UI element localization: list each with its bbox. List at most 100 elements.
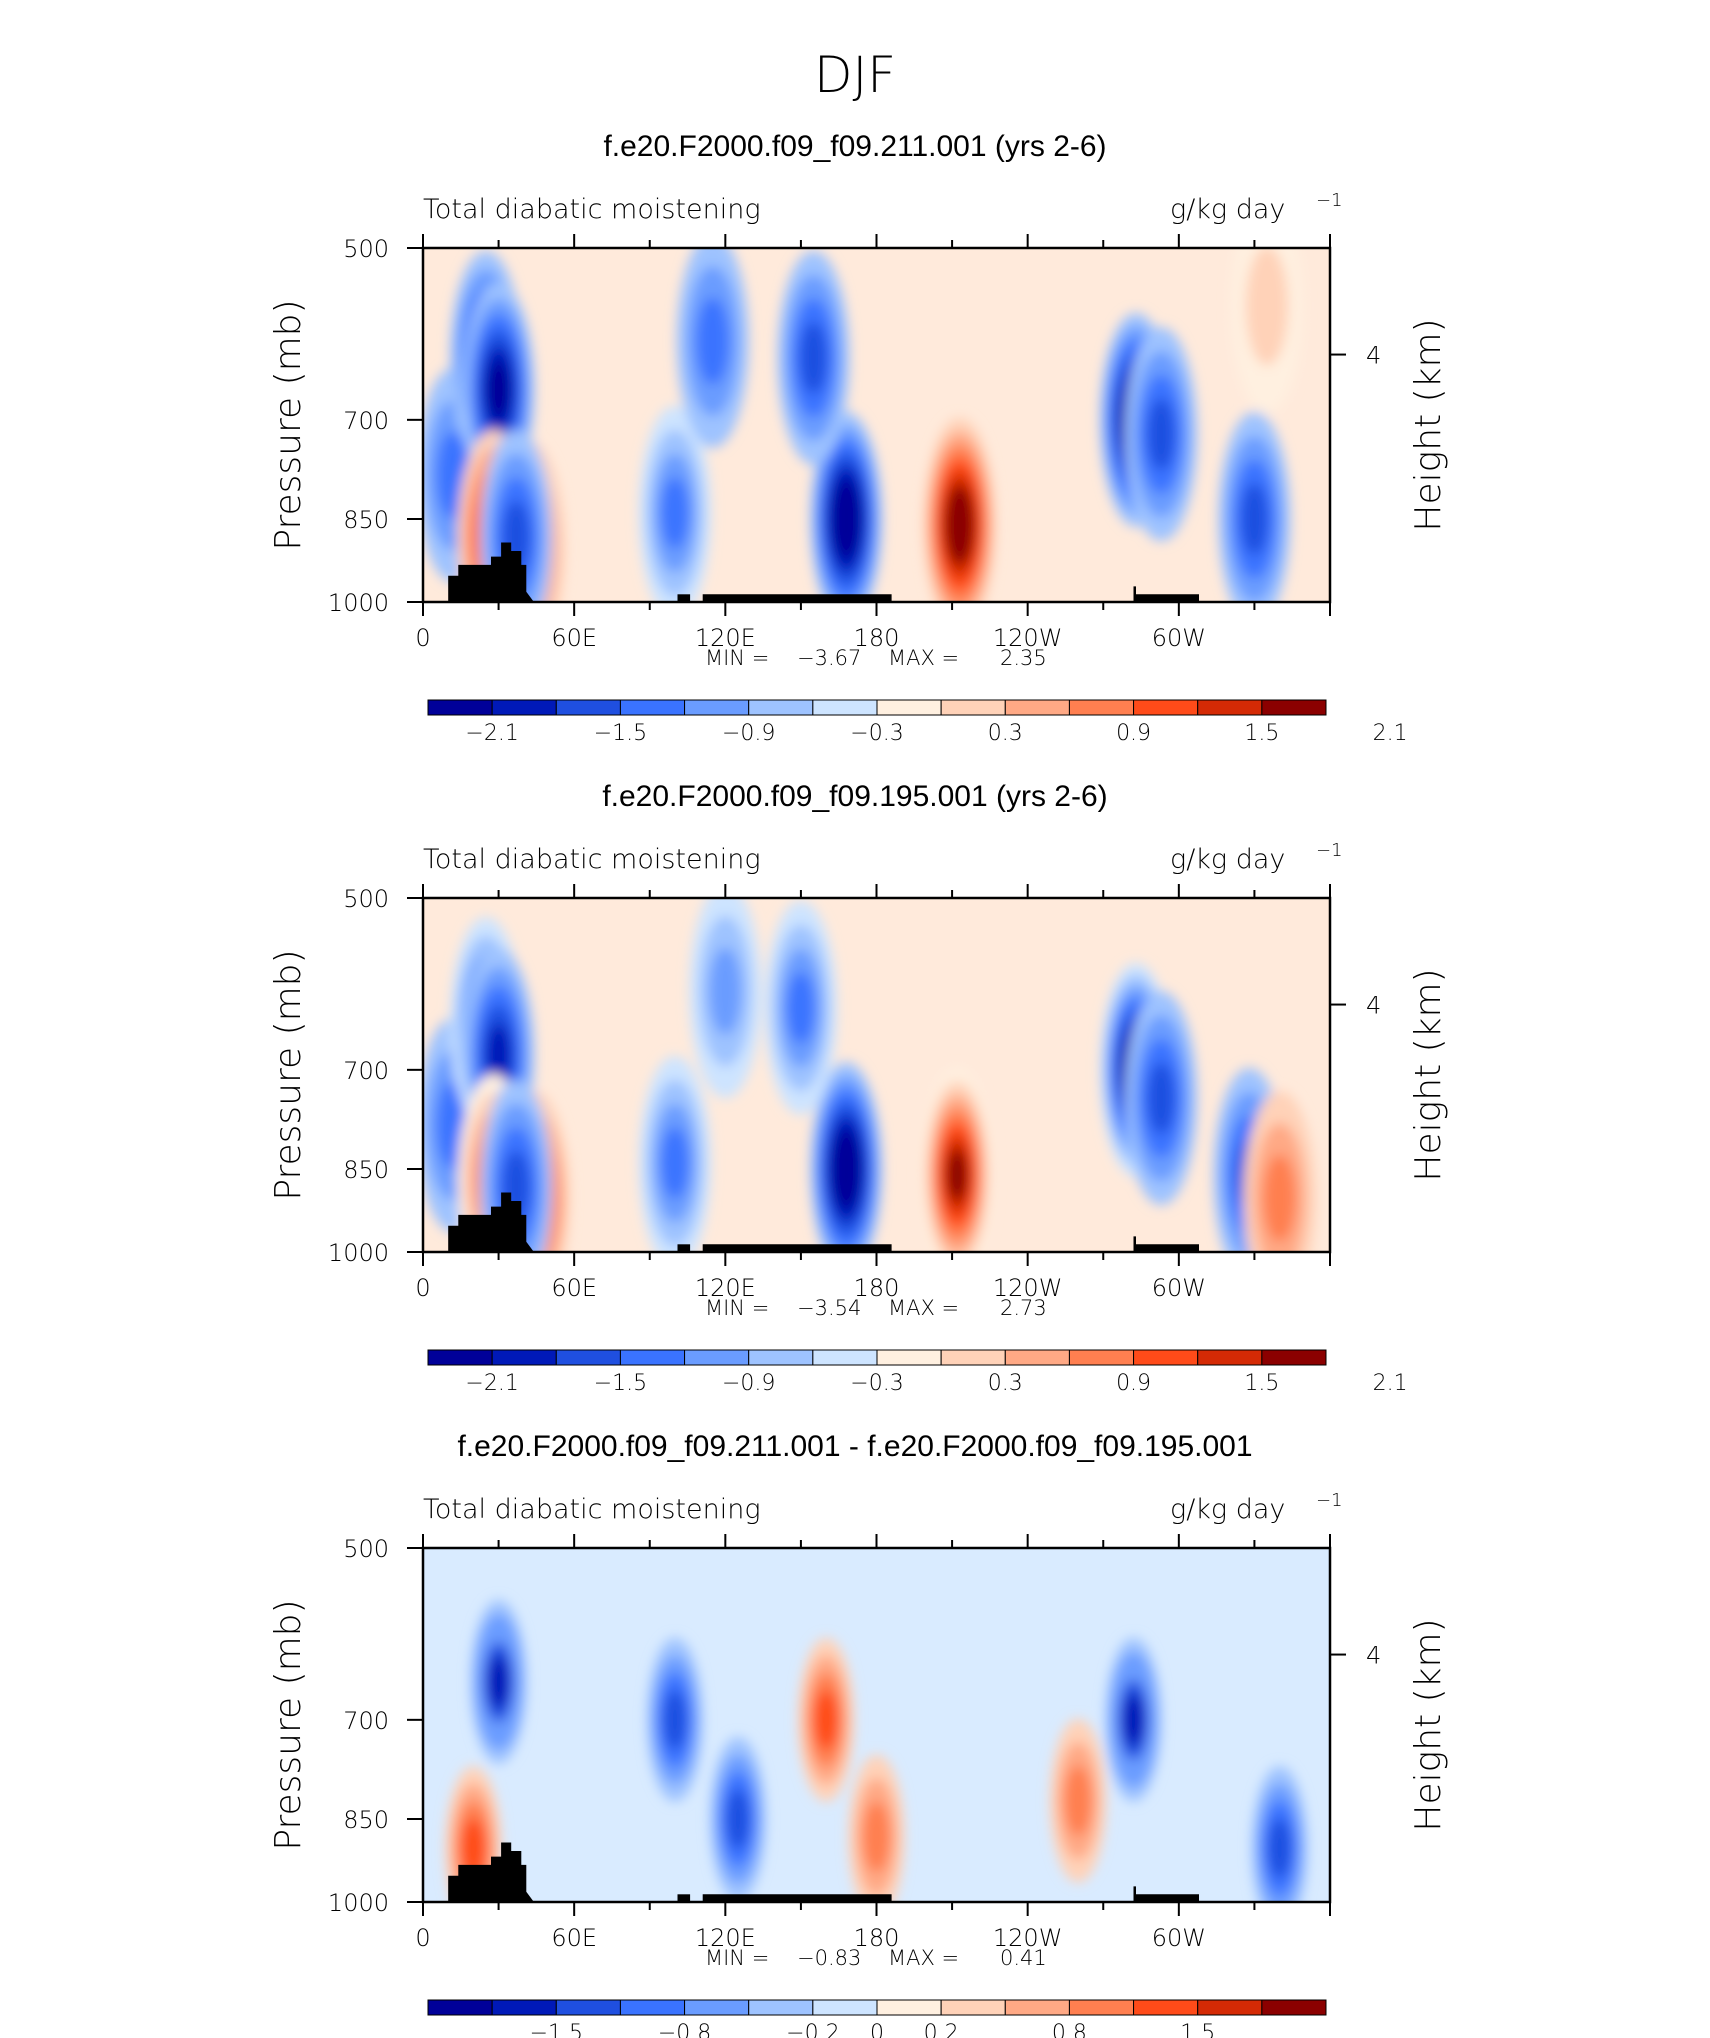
colorbar-swatch xyxy=(748,1349,814,1366)
colorbar-swatch xyxy=(1261,699,1327,716)
x-tick-label: 180 xyxy=(854,1924,900,1952)
colorbar-swatch xyxy=(1068,1349,1135,1366)
y-tick-label: 1000 xyxy=(328,1889,389,1917)
x-tick-label: 180 xyxy=(854,624,900,652)
land-mask xyxy=(677,1244,691,1252)
units-label: g/kg day xyxy=(1170,844,1285,875)
field-contour xyxy=(814,1690,838,1750)
left-label: Total diabatic moistening xyxy=(423,194,761,225)
field-contour xyxy=(487,361,510,418)
colorbar-swatch xyxy=(1004,1349,1070,1366)
field-contour xyxy=(835,1143,857,1195)
colorbar-swatch xyxy=(619,1999,686,2016)
colorbar-swatch xyxy=(812,1349,878,1366)
colorbar-swatch xyxy=(1261,1999,1327,2016)
field-contour xyxy=(661,1127,689,1199)
min-label: MIN = xyxy=(705,646,769,670)
field-contour xyxy=(726,1789,750,1849)
x-tick-label: 60E xyxy=(551,624,597,652)
right-tick-label: 4 xyxy=(1366,992,1381,1020)
y-tick-label: 500 xyxy=(343,885,389,913)
land-mask xyxy=(1133,586,1199,602)
field-contour xyxy=(1246,248,1289,366)
y-axis-title: Pressure (mb) xyxy=(268,1599,309,1850)
field-layer xyxy=(423,1548,1330,1902)
x-tick-label: 60E xyxy=(551,1924,597,1952)
field-layer xyxy=(423,898,1330,1252)
colorbar-swatch xyxy=(1004,699,1070,716)
colorbar-swatch xyxy=(619,699,686,716)
field-blobs xyxy=(445,1599,1308,1902)
x-tick-label: 180 xyxy=(854,1274,900,1302)
colorbar-swatch xyxy=(491,1999,557,2016)
y-tick-label: 500 xyxy=(343,235,389,263)
colorbar-swatch xyxy=(748,699,814,716)
x-tick-label: 120W xyxy=(993,1924,1063,1952)
min-label: MIN = xyxy=(705,1296,769,1320)
colorbar-swatch xyxy=(1197,1999,1263,2016)
max-value: 0.41 xyxy=(1000,1946,1047,1970)
field-contour xyxy=(488,1655,509,1708)
colorbar-label: −0.8 xyxy=(658,2021,711,2038)
field-contour xyxy=(1147,398,1175,470)
x-tick-label: 120W xyxy=(993,1274,1063,1302)
colorbar-label: −1.5 xyxy=(530,2021,583,2038)
colorbar-swatch xyxy=(684,1999,750,2016)
units-exponent: −1 xyxy=(1316,840,1343,861)
colorbar-label: 0.3 xyxy=(988,1371,1023,1396)
colorbar-swatch xyxy=(1133,699,1199,716)
colorbar-swatch xyxy=(619,1349,686,1366)
field-contour xyxy=(663,1690,687,1750)
colorbar-swatch xyxy=(876,1999,942,2016)
right-tick-label: 4 xyxy=(1366,1642,1381,1670)
field-layer xyxy=(423,248,1330,602)
colorbar-label: 0.3 xyxy=(988,721,1023,746)
y-tick-label: 500 xyxy=(343,1535,389,1563)
field-contour xyxy=(1268,1818,1292,1878)
colorbar-swatch xyxy=(427,1349,493,1366)
colorbar-label: −1.5 xyxy=(594,1371,647,1396)
right-tick-label: 4 xyxy=(1366,342,1381,370)
colorbar-swatch xyxy=(748,1999,814,2016)
y-tick-label: 850 xyxy=(343,1156,389,1184)
field-contour xyxy=(1263,1154,1296,1242)
field-contour xyxy=(800,322,828,394)
y-axis-title-right: Height (km) xyxy=(1408,318,1449,531)
field-blobs xyxy=(423,898,1316,1252)
y-tick-label: 700 xyxy=(343,407,389,435)
colorbar-swatch xyxy=(1197,699,1263,716)
field-contour xyxy=(461,1818,485,1878)
x-tick-label: 120E xyxy=(695,624,756,652)
y-tick-label: 700 xyxy=(343,1057,389,1085)
y-axis-title-right: Height (km) xyxy=(1408,1618,1449,1831)
panel-title: f.e20.F2000.f09_f09.211.001 - f.e20.F200… xyxy=(457,1430,1252,1463)
y-tick-label: 1000 xyxy=(328,1239,389,1267)
colorbar-swatch xyxy=(684,1349,750,1366)
land-mask xyxy=(448,1842,534,1902)
field-contour xyxy=(486,1024,511,1087)
colorbar-label: 2.1 xyxy=(1373,1371,1408,1396)
colorbar-label: 1.5 xyxy=(1180,2021,1215,2038)
y-tick-label: 1000 xyxy=(328,589,389,617)
field-contour xyxy=(835,493,857,545)
land-mask xyxy=(702,1244,892,1252)
colorbar-label: 1.5 xyxy=(1244,1371,1279,1396)
units-exponent: −1 xyxy=(1316,1490,1343,1511)
colorbar-label: 2.1 xyxy=(1373,721,1408,746)
y-tick-label: 850 xyxy=(343,506,389,534)
x-tick-label: 0 xyxy=(415,1274,430,1302)
x-tick-label: 0 xyxy=(415,624,430,652)
colorbar-label: −0.2 xyxy=(786,2021,839,2038)
left-label: Total diabatic moistening xyxy=(423,844,761,875)
max-value: 2.35 xyxy=(1000,646,1047,670)
colorbar-swatch xyxy=(1197,1349,1263,1366)
min-value: −0.83 xyxy=(797,1946,861,1970)
land-mask xyxy=(448,542,534,602)
field-contour xyxy=(661,477,689,549)
colorbar-swatch xyxy=(1068,1999,1135,2016)
x-tick-label: 60W xyxy=(1152,624,1206,652)
field-contour xyxy=(946,1149,968,1201)
x-tick-label: 60W xyxy=(1152,1924,1206,1952)
field-contour xyxy=(1147,1062,1175,1134)
